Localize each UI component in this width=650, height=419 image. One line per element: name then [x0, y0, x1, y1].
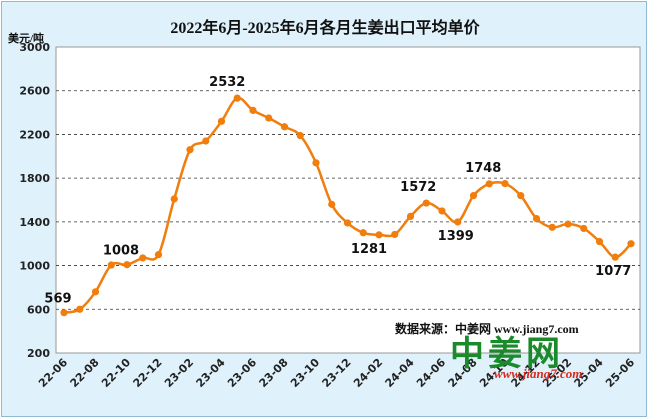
- data-label: 1572: [400, 180, 436, 195]
- x-tick-label: 22-06: [36, 356, 70, 390]
- y-tick-label: 1000: [19, 260, 50, 273]
- data-label: 1748: [465, 161, 501, 176]
- data-point: [454, 218, 462, 226]
- y-tick-label: 2600: [19, 85, 50, 98]
- data-labels: 569 1008 2532 1281 1572 1399 1748 1077: [44, 75, 631, 307]
- site-logo: 中姜网 www.jiang7.com: [450, 326, 650, 386]
- data-point: [375, 231, 383, 239]
- x-tick-label: 23-06: [225, 356, 259, 390]
- data-point: [532, 214, 541, 223]
- x-tick-label: 23-10: [288, 356, 322, 390]
- logo-url-text: www.jiang7.com: [494, 366, 583, 381]
- data-point: [564, 220, 572, 228]
- data-point: [595, 237, 604, 246]
- data-label: 1077: [595, 264, 631, 279]
- x-tick-label: 23-08: [257, 356, 291, 390]
- x-tick-label: 23-12: [320, 356, 354, 390]
- y-tick-label: 200: [27, 347, 50, 360]
- data-point: [296, 131, 304, 140]
- x-tick-label: 22-08: [68, 356, 102, 390]
- data-point: [139, 254, 147, 262]
- data-point: [265, 114, 273, 122]
- data-point: [391, 230, 399, 239]
- y-tick-label: 600: [27, 303, 50, 316]
- data-point: [280, 123, 289, 131]
- data-point: [580, 224, 588, 233]
- data-point: [249, 106, 257, 114]
- x-tick-label: 22-12: [131, 356, 165, 390]
- data-label: 2532: [209, 75, 245, 90]
- data-point: [611, 253, 619, 261]
- data-label: 569: [44, 292, 71, 307]
- series-layer: [60, 94, 635, 317]
- x-tick-label: 24-04: [383, 356, 417, 390]
- data-point: [154, 251, 163, 259]
- x-tick-label: 23-04: [194, 356, 228, 390]
- x-tick-label: 24-06: [414, 356, 448, 390]
- data-point: [517, 192, 525, 200]
- y-tick-label: 2200: [19, 128, 50, 141]
- y-axis-ticks: 200 600 1000 1400 1800 2200 2600 3000: [19, 41, 50, 360]
- data-point: [328, 200, 336, 208]
- x-tick-label: 22-10: [99, 356, 133, 390]
- data-label: 1008: [103, 244, 139, 259]
- x-tick-label: 23-02: [162, 356, 196, 390]
- x-tick-label: 24-02: [351, 356, 385, 390]
- data-point: [548, 223, 556, 231]
- data-label: 1281: [351, 242, 387, 257]
- y-tick-label: 1800: [19, 172, 50, 185]
- data-point: [343, 219, 352, 227]
- data-point: [312, 159, 320, 167]
- data-source-text: 数据来源：中姜网 www.jiang7.com: [395, 322, 579, 336]
- data-point: [107, 261, 115, 269]
- y-tick-label: 3000: [19, 41, 50, 54]
- grid-lines: [56, 90, 640, 310]
- data-label: 1399: [438, 229, 474, 244]
- chart-title: 2022年6月-2025年6月各月生姜出口平均单价: [170, 20, 480, 37]
- data-point: [202, 137, 210, 145]
- data-point: [60, 309, 68, 317]
- data-point: [123, 261, 131, 269]
- data-point: [406, 212, 415, 220]
- data-point: [438, 207, 446, 215]
- logo-main-text: 中姜网: [450, 334, 564, 374]
- y-tick-label: 1400: [19, 216, 50, 229]
- data-point: [76, 305, 84, 313]
- data-point: [422, 199, 430, 207]
- data-point: [170, 195, 178, 203]
- data-point: [91, 288, 100, 296]
- data-point: [217, 117, 226, 125]
- data-point: [627, 240, 635, 248]
- data-point: [359, 229, 367, 237]
- data-point: [186, 146, 194, 154]
- data-point: [501, 180, 509, 188]
- data-point: [233, 94, 241, 102]
- y-axis-unit-label: 美元/吨: [8, 33, 45, 45]
- data-point: [485, 180, 493, 188]
- data-point: [469, 192, 478, 200]
- plot-area: [55, 46, 641, 354]
